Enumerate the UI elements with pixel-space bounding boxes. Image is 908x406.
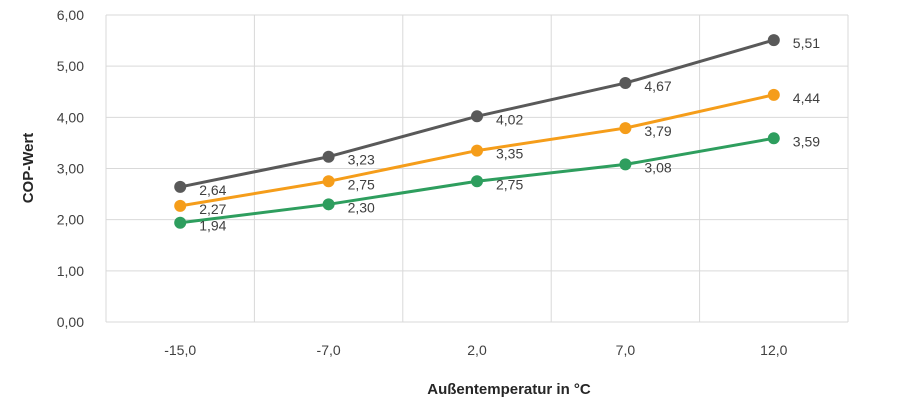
y-tick-label: 4,00 — [57, 109, 84, 125]
y-tick-label: 5,00 — [57, 58, 84, 74]
data-label: 4,67 — [644, 78, 671, 94]
data-label: 2,64 — [199, 182, 226, 198]
data-point — [471, 175, 483, 188]
data-label: 3,79 — [644, 123, 671, 139]
data-label: 2,27 — [199, 201, 226, 217]
x-tick-label: 7,0 — [616, 342, 636, 358]
data-label: 3,23 — [348, 152, 375, 168]
x-tick-label: -7,0 — [317, 342, 341, 358]
data-label: 2,75 — [496, 176, 523, 192]
data-label: 5,51 — [793, 35, 820, 51]
series-layer — [174, 34, 780, 229]
y-tick-label: 1,00 — [57, 263, 84, 279]
data-point — [619, 77, 632, 90]
data-point — [322, 175, 335, 188]
y-tick-label: 2,00 — [57, 212, 84, 228]
y-tick-label: 3,00 — [57, 161, 84, 177]
x-tick-label: -15,0 — [164, 342, 196, 358]
x-axis-ticks: -15,0 -7,0 2,0 7,0 12,0 — [164, 342, 787, 358]
x-axis-title: Außentemperatur in °C — [427, 381, 591, 398]
data-point — [174, 199, 187, 212]
data-label: 1,94 — [199, 218, 226, 234]
data-point — [767, 34, 780, 47]
data-point — [471, 144, 483, 157]
data-label: 2,30 — [348, 199, 375, 215]
data-point — [174, 180, 187, 193]
grid-layer — [105, 14, 849, 323]
y-axis-ticks: 0,00 1,00 2,00 3,00 4,00 5,00 6,00 — [57, 7, 84, 330]
y-tick-label: 0,00 — [57, 314, 84, 330]
data-label: 3,08 — [644, 159, 671, 175]
data-label: 2,75 — [348, 176, 375, 192]
data-label: 3,59 — [793, 133, 820, 149]
data-point — [619, 122, 632, 135]
data-label-layer: 2,64 3,23 4,02 4,67 5,51 2,27 2,75 3,35 3,79 4,44… — [199, 35, 820, 234]
y-axis-title: COP-Wert — [20, 133, 37, 204]
data-point — [174, 216, 187, 229]
data-point — [767, 88, 780, 101]
data-point — [767, 132, 780, 145]
data-label: 4,44 — [793, 90, 820, 106]
data-label: 4,02 — [496, 111, 523, 127]
data-point — [471, 110, 483, 123]
data-point — [322, 150, 335, 163]
x-tick-label: 12,0 — [760, 342, 787, 358]
data-point — [619, 158, 632, 171]
x-tick-label: 2,0 — [467, 342, 487, 358]
y-tick-label: 6,00 — [57, 7, 84, 23]
data-label: 3,35 — [496, 146, 523, 162]
data-point — [322, 198, 335, 211]
